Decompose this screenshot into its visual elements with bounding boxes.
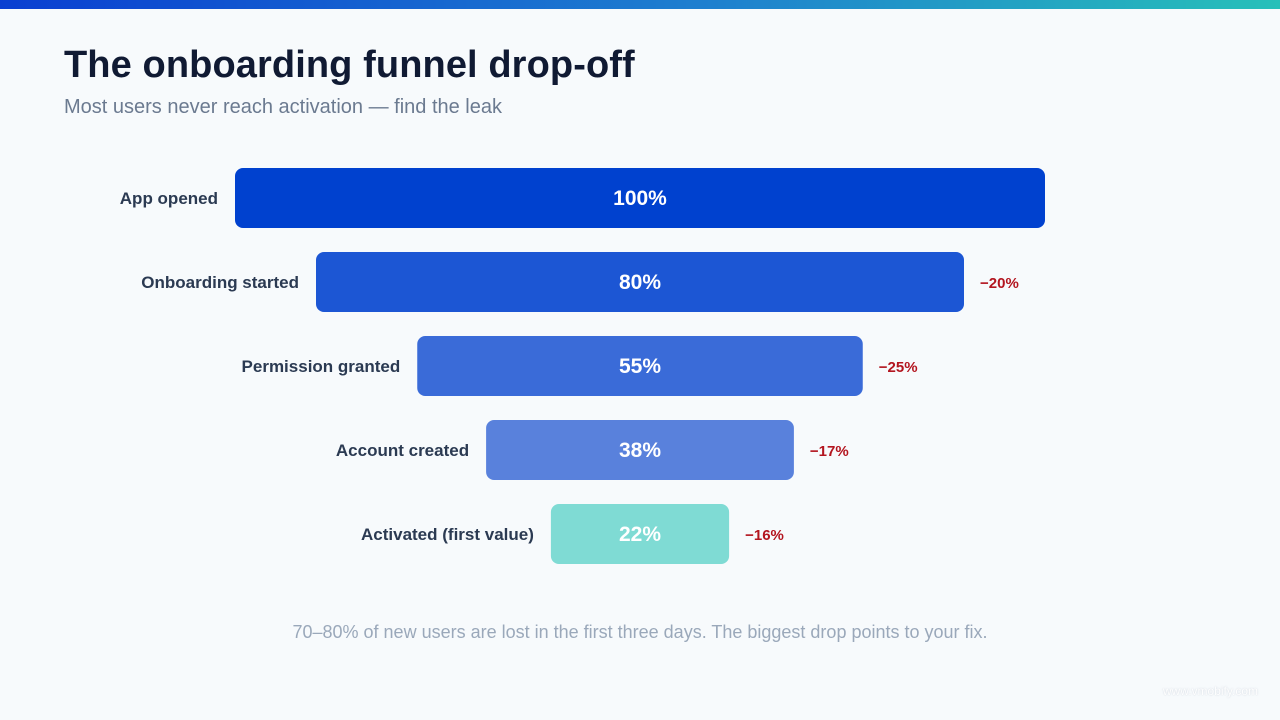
funnel-value-label: 55%: [619, 355, 661, 378]
funnel-stage-label: App opened: [120, 189, 218, 208]
funnel-value-label: 38%: [619, 439, 661, 462]
funnel-stage-label: Onboarding started: [141, 273, 299, 292]
page-subtitle: Most users never reach activation — find…: [64, 96, 502, 118]
footnote: 70–80% of new users are lost in the firs…: [292, 622, 988, 642]
funnel-value-label: 100%: [613, 187, 667, 210]
funnel-drop-label: −17%: [810, 443, 849, 460]
funnel-stage-label: Permission granted: [242, 357, 401, 376]
funnel-drop-label: −16%: [745, 527, 784, 544]
funnel-value-label: 22%: [619, 523, 661, 546]
funnel-drop-label: −20%: [980, 275, 1019, 292]
page-title: The onboarding funnel drop-off: [64, 44, 635, 86]
funnel-bar: [486, 420, 794, 480]
funnel-bar: [550, 504, 730, 564]
funnel-bar: [417, 336, 863, 396]
funnel-value-label: 80%: [619, 271, 661, 294]
accent-bar: [0, 0, 1280, 9]
funnel-drop-label: −25%: [879, 359, 918, 376]
funnel-stage-label: Activated (first value): [361, 525, 534, 544]
funnel-stage-label: Account created: [336, 441, 469, 460]
watermark: www.vmobify.com: [1162, 684, 1258, 698]
funnel-bar: [235, 168, 1045, 228]
funnel-bar: [316, 252, 964, 312]
